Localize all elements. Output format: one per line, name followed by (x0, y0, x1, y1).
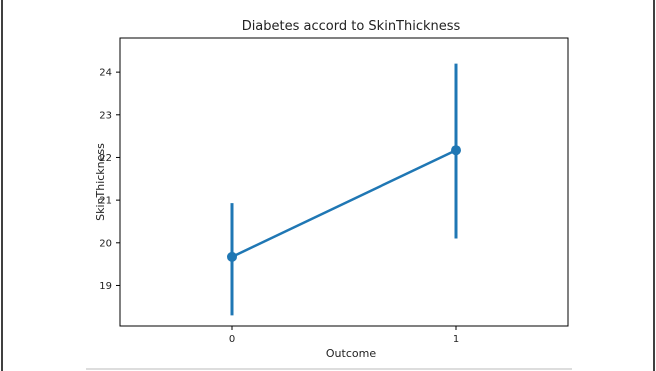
y-tick-label: 24 (99, 68, 112, 79)
y-tick-label: 23 (99, 110, 112, 121)
plot-area (119, 37, 569, 327)
y-tick-label: 19 (99, 281, 112, 292)
y-tick-label: 21 (99, 196, 112, 207)
data-point (451, 145, 461, 156)
data-point (227, 251, 237, 262)
series-line (231, 149, 457, 259)
chart-marks (227, 63, 461, 316)
x-tick-label: 1 (453, 334, 459, 345)
y-axis-label: SkinThickness (94, 143, 107, 221)
y-axis-ticks: 19 20 21 22 23 24 (99, 68, 120, 292)
x-axis-label: Outcome (326, 347, 376, 360)
x-tick-label: 0 (229, 334, 235, 345)
y-tick-label: 20 (99, 238, 112, 249)
y-tick-label: 22 (99, 153, 112, 164)
chart-title: Diabetes accord to SkinThickness (242, 19, 461, 34)
